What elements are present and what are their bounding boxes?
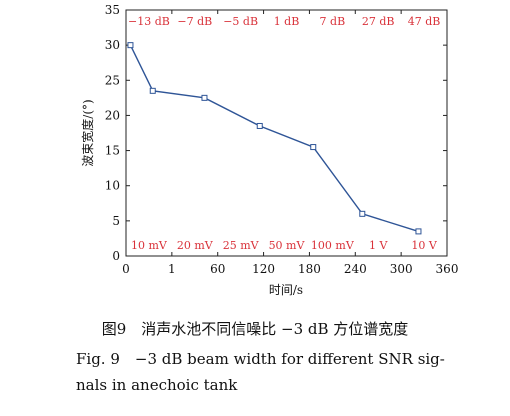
y-tick-label: 30 — [105, 38, 120, 52]
y-tick-label: 5 — [112, 214, 120, 228]
figure-caption-english-line1: Fig. 9 −3 dB beam width for different SN… — [76, 350, 445, 368]
snr-label: −5 dB — [223, 15, 258, 28]
series-line — [127, 42, 422, 235]
signal-amplitude-label: 1 V — [369, 239, 388, 252]
x-tick-label: 240 — [344, 262, 367, 276]
x-tick-label: 360 — [436, 262, 459, 276]
data-point-marker — [359, 210, 366, 217]
data-point-marker — [256, 122, 263, 129]
signal-amplitude-label: 20 mV — [177, 239, 214, 252]
snr-label: −13 dB — [128, 15, 170, 28]
data-point-marker — [127, 42, 134, 49]
figure-caption-english-line2: nals in anechoic tank — [76, 376, 238, 394]
x-tick-label: 60 — [210, 262, 225, 276]
snr-label: 7 dB — [320, 15, 346, 28]
plot-frame — [125, 9, 448, 257]
x-axis-title: 时间/s — [269, 283, 303, 297]
figure-caption-chinese: 图9 消声水池不同信噪比 −3 dB 方位谱宽度 — [101, 320, 409, 338]
beam-width-chart: 0 5 10 15 20 25 30 35 0 1 60 120 180 240 300 360 −13 dB… — [80, 3, 459, 297]
axis-ticks: 0 5 10 15 20 25 30 35 0 1 60 120 180 240 300 360 — [105, 3, 459, 276]
x-tick-label: 0 — [122, 262, 130, 276]
x-tick-label: 120 — [252, 262, 275, 276]
y-axis-title: 波束宽度/(°) — [80, 99, 95, 166]
snr-label: 27 dB — [362, 15, 395, 28]
snr-label: 47 dB — [408, 15, 441, 28]
snr-label: −7 dB — [177, 15, 212, 28]
data-point-marker — [201, 94, 208, 101]
x-tick-label: 1 — [168, 262, 176, 276]
annotations: −13 dB −7 dB −5 dB 1 dB 7 dB 27 dB 47 dB 10 mV 2… — [128, 15, 440, 252]
y-tick-label: 0 — [112, 249, 120, 263]
signal-amplitude-label: 10 V — [411, 239, 437, 252]
x-tick-label: 180 — [298, 262, 321, 276]
snr-label: 1 dB — [274, 15, 300, 28]
data-point-marker — [310, 144, 317, 151]
y-tick-label: 10 — [105, 179, 120, 193]
series-polyline — [129, 44, 419, 233]
y-tick-label: 20 — [105, 108, 120, 122]
y-tick-label: 15 — [105, 144, 120, 158]
y-tick-label: 25 — [105, 73, 120, 87]
data-point-marker — [149, 87, 156, 94]
signal-amplitude-label: 100 mV — [311, 239, 355, 252]
signal-amplitude-label: 25 mV — [223, 239, 260, 252]
signal-amplitude-label: 10 mV — [131, 239, 168, 252]
y-tick-label: 35 — [105, 3, 120, 17]
signal-amplitude-label: 50 mV — [269, 239, 306, 252]
x-tick-label: 300 — [390, 262, 413, 276]
data-point-marker — [415, 228, 422, 235]
